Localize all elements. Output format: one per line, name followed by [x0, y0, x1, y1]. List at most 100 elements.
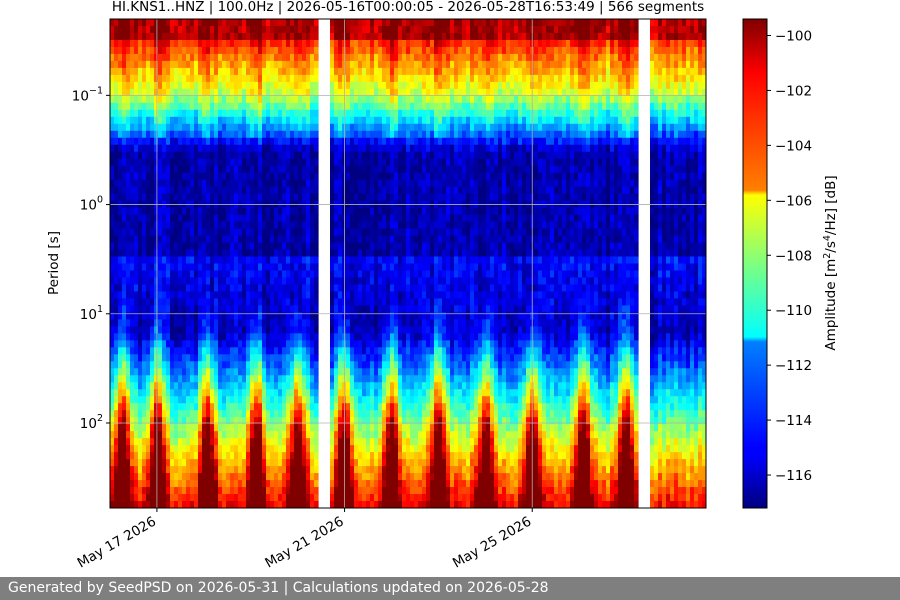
heatmap-cell	[390, 214, 395, 223]
heatmap-cell	[126, 403, 131, 411]
heatmap-cell	[394, 333, 399, 341]
heatmap-cell	[150, 305, 155, 313]
heatmap-cell	[130, 347, 135, 355]
heatmap-cell	[214, 487, 219, 495]
heatmap-cell	[126, 193, 131, 202]
heatmap-cell	[334, 298, 339, 307]
heatmap-cell	[302, 67, 307, 76]
heatmap-cell	[366, 417, 371, 425]
heatmap-cell	[258, 151, 263, 160]
heatmap-cell	[162, 81, 167, 90]
heatmap-cell	[302, 305, 307, 313]
heatmap-cell	[150, 144, 155, 153]
heatmap-cell	[210, 109, 215, 118]
heatmap-cell	[234, 501, 239, 508]
heatmap-cell	[118, 32, 123, 41]
heatmap-cell	[250, 235, 255, 244]
heatmap-cell	[286, 151, 291, 160]
heatmap-cell	[218, 382, 223, 390]
heatmap-cell	[194, 214, 199, 223]
heatmap-cell	[226, 396, 231, 404]
heatmap-cell	[366, 382, 371, 390]
heatmap-cell	[386, 165, 391, 174]
heatmap-cell	[306, 445, 311, 453]
heatmap-cell	[362, 396, 367, 404]
heatmap-cell	[338, 494, 343, 502]
heatmap-cell	[366, 39, 371, 48]
heatmap-cell	[234, 340, 239, 348]
heatmap-cell	[394, 116, 399, 125]
heatmap-cell	[170, 480, 175, 488]
heatmap-cell	[222, 172, 227, 181]
heatmap-cell	[254, 95, 259, 104]
heatmap-cell	[166, 207, 171, 216]
heatmap-cell	[210, 228, 215, 237]
heatmap-cell	[174, 158, 179, 167]
heatmap-cell	[378, 256, 383, 265]
heatmap-cell	[366, 438, 371, 446]
heatmap-cell	[218, 494, 223, 502]
heatmap-cell	[338, 256, 343, 265]
heatmap-cell	[118, 354, 123, 362]
heatmap-cell	[310, 396, 315, 404]
heatmap-cell	[406, 109, 411, 118]
heatmap-cell	[374, 473, 379, 481]
heatmap-cell	[402, 375, 407, 383]
heatmap-cell	[242, 67, 247, 76]
heatmap-cell	[394, 25, 399, 34]
heatmap-cell	[142, 179, 147, 188]
heatmap-cell	[270, 494, 275, 502]
heatmap-cell	[374, 81, 379, 90]
heatmap-cell	[170, 158, 175, 167]
heatmap-cell	[118, 123, 123, 132]
heatmap-cell	[310, 501, 315, 508]
heatmap-cell	[258, 298, 263, 307]
heatmap-cell	[174, 263, 179, 272]
heatmap-cell	[138, 340, 143, 348]
heatmap-cell	[374, 452, 379, 460]
heatmap-cell	[338, 144, 343, 153]
heatmap-cell	[178, 466, 183, 474]
heatmap-cell	[114, 67, 119, 76]
heatmap-cell	[110, 263, 115, 272]
heatmap-cell	[394, 242, 399, 251]
heatmap-cell	[286, 445, 291, 453]
heatmap-cell	[334, 144, 339, 153]
heatmap-cell	[362, 382, 367, 390]
heatmap-cell	[122, 102, 127, 111]
heatmap-cell	[386, 179, 391, 188]
heatmap-cell	[390, 305, 395, 313]
heatmap-cell	[158, 25, 163, 34]
heatmap-cell	[130, 242, 135, 251]
heatmap-cell	[194, 193, 199, 202]
heatmap-cell	[266, 487, 271, 495]
heatmap-cell	[234, 214, 239, 223]
heatmap-cell	[130, 53, 135, 62]
heatmap-cell	[146, 165, 151, 174]
heatmap-cell	[146, 438, 151, 446]
heatmap-cell	[258, 473, 263, 481]
heatmap-cell	[294, 368, 299, 376]
heatmap-cell	[130, 263, 135, 272]
heatmap-cell	[310, 410, 315, 418]
heatmap-cell	[186, 249, 191, 258]
heatmap-cell	[206, 249, 211, 258]
heatmap-cell	[278, 158, 283, 167]
heatmap-cell	[210, 263, 215, 272]
heatmap-cell	[158, 284, 163, 293]
heatmap-cell	[138, 431, 143, 439]
heatmap-cell	[170, 53, 175, 62]
heatmap-cell	[114, 431, 119, 439]
heatmap-cell	[114, 242, 119, 251]
heatmap-cell	[178, 347, 183, 355]
heatmap-cell	[202, 95, 207, 104]
heatmap-cell	[122, 277, 127, 286]
heatmap-cell	[202, 88, 207, 97]
heatmap-cell	[306, 39, 311, 48]
heatmap-cell	[390, 410, 395, 418]
heatmap-cell	[306, 179, 311, 188]
heatmap-cell	[374, 221, 379, 230]
heatmap-cell	[294, 452, 299, 460]
heatmap-cell	[174, 102, 179, 111]
heatmap-cell	[202, 81, 207, 90]
